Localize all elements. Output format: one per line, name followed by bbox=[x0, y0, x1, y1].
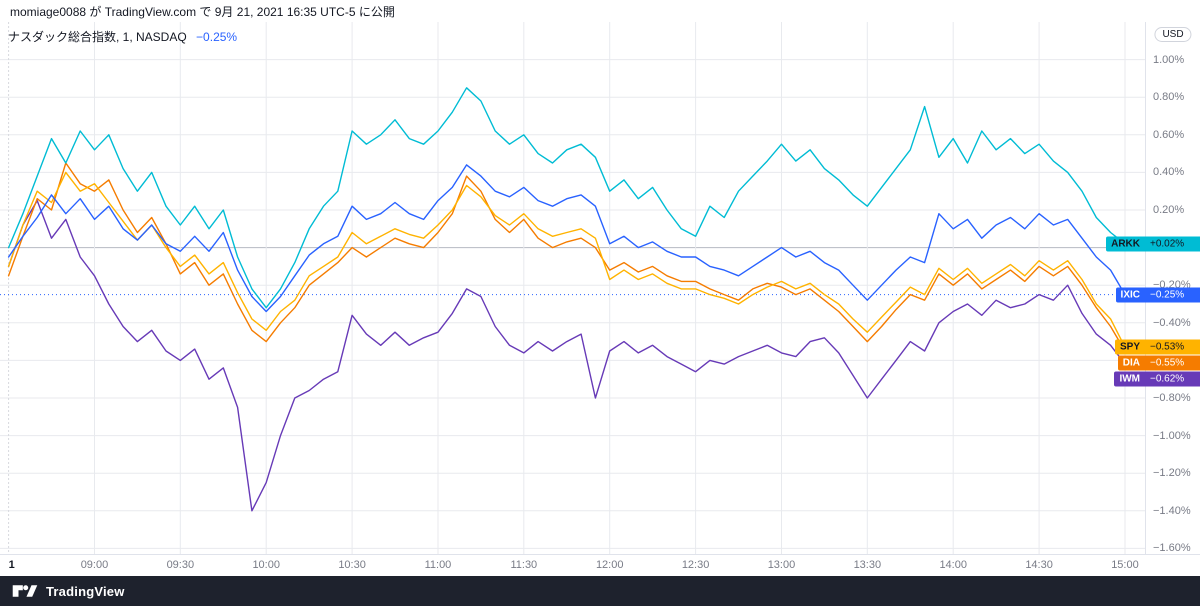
publish-header: momiage0088 が TradingView.com で 9月 21, 2… bbox=[0, 0, 1200, 22]
tradingview-logo-icon[interactable] bbox=[12, 582, 38, 600]
series-ticker-label: SPY bbox=[1114, 339, 1145, 355]
chart-legend[interactable]: ナスダック総合指数, 1, NASDAQ −0.25% bbox=[8, 28, 237, 45]
chart-plot[interactable]: ナスダック総合指数, 1, NASDAQ −0.25% bbox=[0, 22, 1145, 554]
time-tick-label: 10:30 bbox=[338, 559, 366, 571]
time-tick-label: 11:30 bbox=[510, 559, 538, 571]
series-change-label: −0.55% bbox=[1145, 355, 1200, 371]
series-chip-ixic[interactable]: IXIC −0.25% bbox=[1115, 287, 1200, 303]
series-chip-spy[interactable]: SPY −0.53% bbox=[1114, 339, 1200, 355]
footer-bar: TradingView bbox=[0, 576, 1200, 606]
price-tick-label: −1.20% bbox=[1153, 467, 1191, 480]
currency-badge[interactable]: USD bbox=[1154, 27, 1192, 42]
legend-title: ナスダック総合指数, 1, NASDAQ bbox=[8, 30, 187, 44]
time-tick-label: 13:30 bbox=[853, 559, 882, 571]
series-chip-iwm[interactable]: IWM −0.62% bbox=[1114, 371, 1200, 387]
price-tick-label: 0.20% bbox=[1153, 203, 1185, 216]
series-chip-arkk[interactable]: ARKK +0.02% bbox=[1106, 236, 1200, 252]
series-ticker-label: IWM bbox=[1114, 371, 1145, 387]
time-tick-label: 1 bbox=[8, 559, 15, 571]
time-tick-label: 11:00 bbox=[424, 559, 452, 571]
series-change-label: −0.25% bbox=[1145, 287, 1200, 303]
time-tick-label: 14:30 bbox=[1025, 559, 1053, 571]
series-chip-dia[interactable]: DIA −0.55% bbox=[1117, 355, 1200, 371]
series-change-label: −0.53% bbox=[1145, 339, 1200, 355]
series-ticker-label: IXIC bbox=[1115, 287, 1145, 303]
time-tick-label: 13:00 bbox=[767, 559, 796, 571]
time-tick-label: 14:00 bbox=[939, 559, 967, 571]
series-change-label: −0.62% bbox=[1145, 371, 1200, 387]
time-tick-label: 09:00 bbox=[80, 559, 109, 571]
series-ticker-label: DIA bbox=[1117, 355, 1145, 371]
legend-change: −0.25% bbox=[196, 30, 238, 44]
price-tick-label: −0.80% bbox=[1153, 391, 1191, 404]
time-axis[interactable]: 1 09:00 09:30 10:00 10:30 11:00 11:30 12:00 12:3… bbox=[0, 554, 1200, 576]
price-tick-label: −1.60% bbox=[1153, 542, 1191, 555]
series-chips: ARKK +0.02% IXIC −0.25% SPY −0.53% DIA −0.55% IW… bbox=[0, 22, 1200, 554]
plot-svg[interactable] bbox=[0, 22, 1145, 554]
time-tick-label: 15:00 bbox=[1111, 559, 1139, 571]
footer-brand[interactable]: TradingView bbox=[46, 583, 125, 599]
series-ticker-label: ARKK bbox=[1106, 236, 1145, 252]
time-tick-label: 09:30 bbox=[166, 559, 195, 571]
series-change-label: +0.02% bbox=[1145, 236, 1200, 252]
price-tick-label: 0.80% bbox=[1153, 91, 1185, 104]
price-tick-label: −1.40% bbox=[1153, 504, 1191, 517]
price-tick-label: 0.40% bbox=[1153, 166, 1185, 179]
chart-area: ナスダック総合指数, 1, NASDAQ −0.25% USD 1.00% 0.8… bbox=[0, 22, 1200, 554]
price-tick-label: −1.00% bbox=[1153, 429, 1191, 442]
price-tick-label: 1.00% bbox=[1153, 53, 1185, 66]
price-tick-label: 0.60% bbox=[1153, 128, 1185, 141]
time-tick-label: 12:30 bbox=[681, 559, 710, 571]
publish-text: momiage0088 が TradingView.com で 9月 21, 2… bbox=[10, 4, 395, 19]
price-tick-label: −0.40% bbox=[1153, 316, 1191, 329]
time-tick-label: 10:00 bbox=[252, 559, 280, 571]
time-tick-label: 12:00 bbox=[595, 559, 624, 571]
